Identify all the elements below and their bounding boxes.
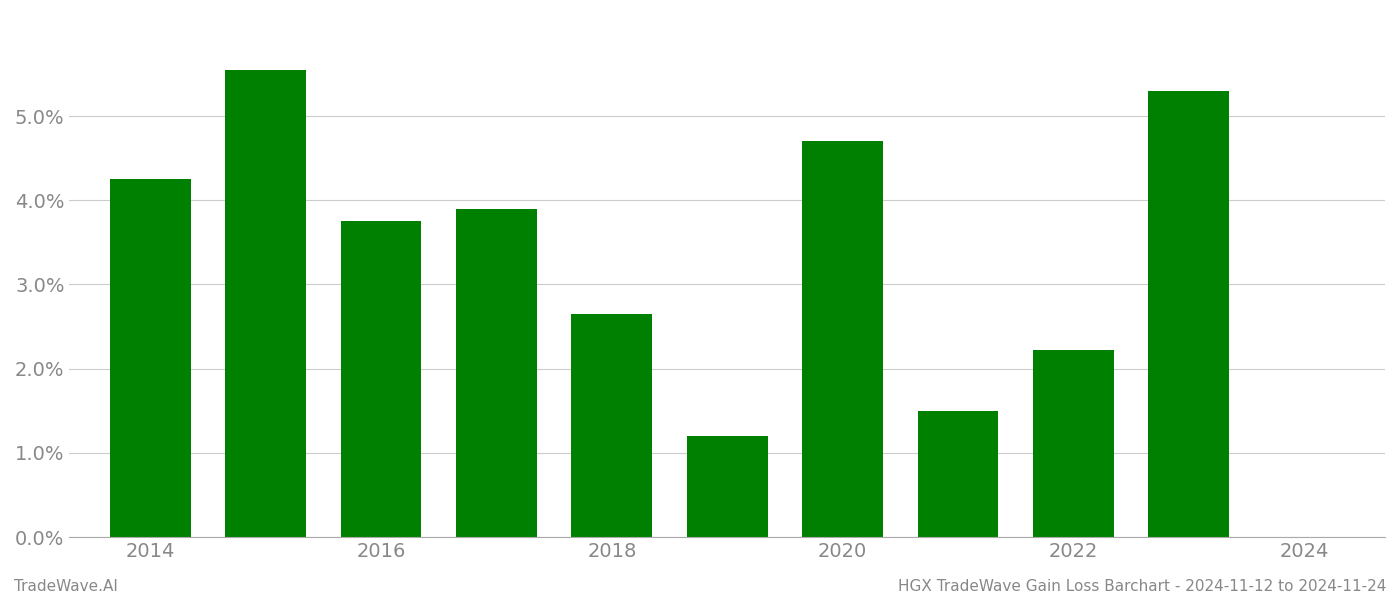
Bar [1148, 91, 1229, 537]
Text: TradeWave.AI: TradeWave.AI [14, 579, 118, 594]
Text: HGX TradeWave Gain Loss Barchart - 2024-11-12 to 2024-11-24: HGX TradeWave Gain Loss Barchart - 2024-… [897, 579, 1386, 594]
Bar [109, 179, 190, 537]
Bar [917, 411, 998, 537]
Bar [687, 436, 767, 537]
Bar [340, 221, 421, 537]
Bar [571, 314, 652, 537]
Bar [802, 142, 883, 537]
Bar [456, 209, 536, 537]
Bar [225, 70, 307, 537]
Bar [1033, 350, 1114, 537]
